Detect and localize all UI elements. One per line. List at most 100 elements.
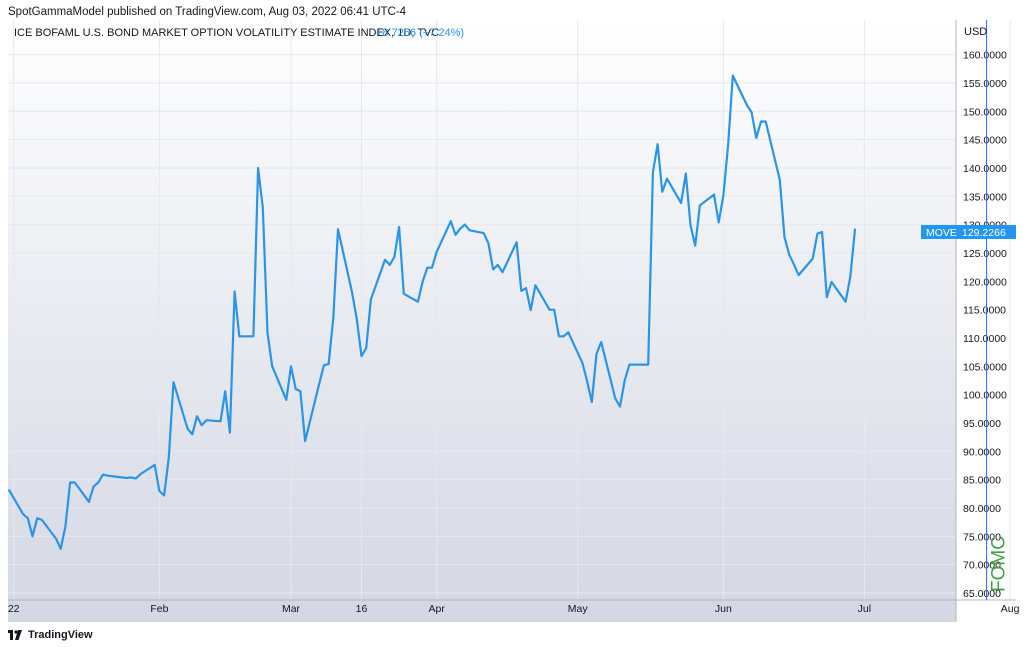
data-point (327, 363, 330, 365)
data-point (811, 257, 814, 260)
data-point (55, 537, 57, 540)
price-tag-symbol-bg (921, 225, 957, 239)
data-point (497, 264, 499, 266)
data-point (595, 353, 598, 355)
data-point (854, 228, 856, 230)
data-point (567, 331, 570, 334)
data-point (64, 525, 67, 528)
price-tag-value-bg (957, 225, 1016, 239)
data-point (252, 335, 255, 338)
data-point (299, 390, 302, 393)
data-point (586, 380, 588, 382)
data-point (600, 341, 602, 343)
data-point (22, 513, 24, 515)
data-point (388, 264, 391, 266)
data-point (844, 300, 847, 303)
data-point (727, 144, 729, 147)
plot-background (8, 20, 956, 622)
data-point (614, 397, 617, 400)
x-tick-label: May (568, 603, 589, 615)
data-point (689, 224, 692, 226)
data-point (233, 290, 236, 293)
data-point (125, 477, 128, 479)
data-point (121, 476, 123, 479)
data-point (534, 284, 537, 287)
data-point (332, 317, 335, 320)
data-point (191, 433, 194, 436)
data-point (27, 517, 29, 519)
data-point (764, 120, 767, 123)
data-point (591, 401, 593, 403)
data-point (200, 424, 203, 427)
data-point (685, 172, 687, 175)
data-point (633, 363, 635, 366)
data-point (482, 232, 485, 234)
price-tag[interactable]: MOVE 129.2266 (921, 225, 1016, 239)
data-point (74, 481, 76, 484)
data-point (36, 517, 38, 519)
data-point (88, 501, 90, 503)
data-point (370, 298, 372, 301)
data-point (97, 481, 100, 484)
data-point (426, 266, 429, 269)
y-tick-label: 75.0000 (963, 531, 1001, 543)
data-point (464, 223, 466, 226)
fomc-label[interactable]: FOMC (989, 536, 1010, 592)
data-point (816, 232, 819, 235)
x-tick-label: 16 (356, 603, 368, 615)
data-point (384, 259, 386, 261)
data-points (8, 74, 856, 550)
y-tick-label: 70.0000 (963, 560, 1001, 572)
data-point (285, 399, 288, 401)
data-point (562, 335, 565, 338)
data-point (732, 74, 734, 77)
data-point (351, 291, 353, 294)
data-point (666, 177, 668, 180)
data-point (59, 548, 62, 550)
data-point (403, 293, 405, 295)
data-point (826, 296, 828, 299)
data-point (135, 477, 137, 480)
y-tick-label: 95.0000 (963, 418, 1001, 430)
data-point (520, 290, 523, 292)
y-axis[interactable]: 65.0000 70.0000 75.0000 80.0000 85.0000 90.00… (963, 50, 1007, 600)
data-point (205, 419, 208, 422)
data-point (262, 206, 264, 209)
data-point (623, 379, 626, 382)
data-point (849, 276, 852, 278)
x-tick-label: Feb (150, 603, 168, 615)
y-tick-label: 105.0000 (963, 361, 1007, 373)
data-point (102, 473, 104, 476)
data-point (431, 266, 433, 269)
tradingview-logo-icon (8, 630, 22, 640)
grid-horizontal (8, 54, 956, 594)
y-tick-label: 65.0000 (963, 588, 1001, 600)
data-point (168, 456, 170, 459)
data-point (393, 256, 396, 258)
data-point (558, 335, 560, 338)
data-point (525, 287, 527, 289)
y-tick-label: 115.0000 (963, 305, 1006, 317)
x-tick-label: Aug (1001, 603, 1020, 615)
x-axis[interactable]: 22FebMar16AprMayJunJulAug15 (8, 603, 1024, 615)
data-point (266, 332, 269, 334)
data-point (294, 388, 297, 390)
data-point (581, 362, 584, 364)
x-tick-label: 22 (8, 603, 20, 615)
data-point (304, 440, 306, 442)
data-point (8, 489, 10, 491)
data-point (257, 167, 259, 169)
data-point (699, 204, 701, 207)
legend-title: ICE BOFAML U.S. BOND MARKET OPTION VOLAT… (14, 27, 439, 39)
data-point (830, 281, 833, 283)
data-point (492, 268, 494, 271)
data-point (196, 415, 198, 418)
data-point (318, 383, 321, 385)
x-tick-label: Jul (858, 603, 871, 615)
x-tick-label: Jun (715, 603, 732, 615)
footer[interactable]: TradingView (8, 628, 93, 642)
data-point (619, 405, 621, 408)
data-point (365, 347, 368, 350)
data-point (41, 519, 43, 521)
